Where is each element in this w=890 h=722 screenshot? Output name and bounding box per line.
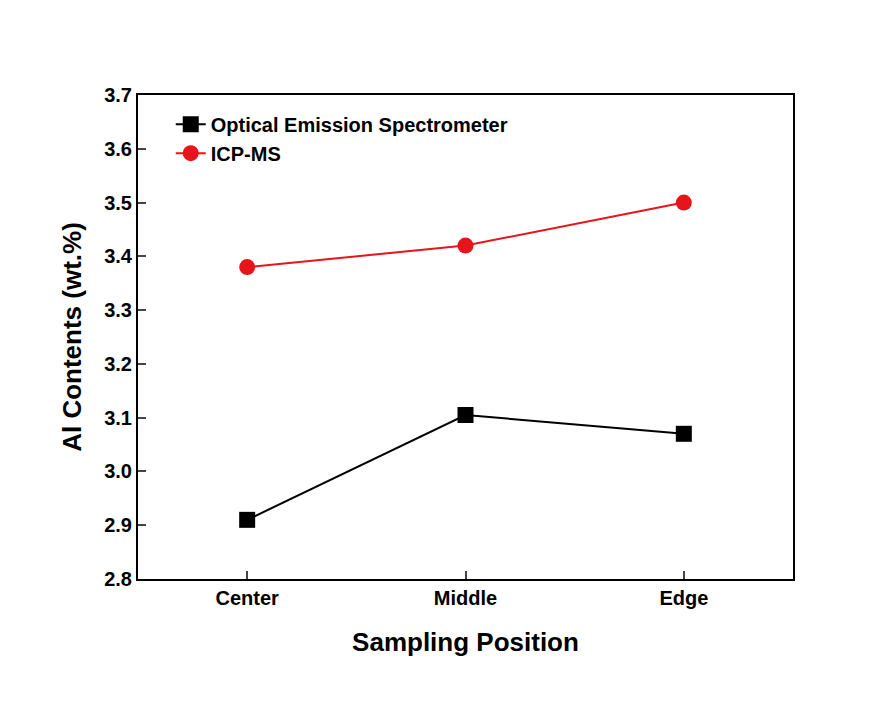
svg-text:2.8: 2.8 [104, 568, 132, 590]
svg-text:Sampling Position: Sampling Position [352, 627, 579, 657]
svg-text:2.9: 2.9 [104, 514, 132, 536]
svg-text:Edge: Edge [659, 587, 708, 609]
svg-text:3.2: 3.2 [104, 353, 132, 375]
svg-text:Al Contents (wt.%): Al Contents (wt.%) [57, 222, 87, 452]
svg-text:3.7: 3.7 [104, 84, 132, 106]
svg-text:3.0: 3.0 [104, 460, 132, 482]
svg-text:3.5: 3.5 [104, 192, 132, 214]
svg-text:3.3: 3.3 [104, 299, 132, 321]
svg-text:ICP-MS: ICP-MS [211, 143, 281, 165]
svg-text:3.6: 3.6 [104, 138, 132, 160]
svg-text:3.1: 3.1 [104, 407, 132, 429]
svg-text:Optical Emission Spectrometer: Optical Emission Spectrometer [211, 114, 508, 136]
svg-text:Middle: Middle [434, 587, 497, 609]
svg-text:3.4: 3.4 [104, 245, 133, 267]
svg-text:Center: Center [215, 587, 279, 609]
